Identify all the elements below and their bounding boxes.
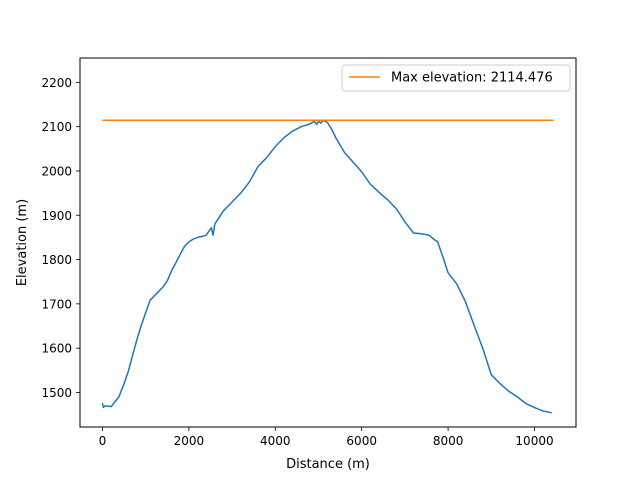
- y-tick-label: 1900: [41, 209, 72, 223]
- elevation-profile-line: [101, 119, 552, 414]
- y-tick-label: 2200: [41, 76, 72, 90]
- y-tick-label: 1800: [41, 253, 72, 267]
- y-tick-label: 1700: [41, 297, 72, 311]
- x-tick-label: 2000: [174, 434, 205, 448]
- plot-frame: [79, 57, 577, 428]
- y-tick-label: 1500: [41, 386, 72, 400]
- x-tick-label: 4000: [260, 434, 291, 448]
- y-tick-label: 2100: [41, 120, 72, 134]
- x-tick-label: 10000: [515, 434, 553, 448]
- axis-layer: 0 2000 4000 6000 8000 10000 1500 1600 1700 1800 19…: [41, 76, 553, 448]
- y-tick-label: 1600: [41, 342, 72, 356]
- x-tick-label: 6000: [346, 434, 377, 448]
- x-tick-label: 0: [99, 434, 107, 448]
- x-tick-label: 8000: [433, 434, 464, 448]
- y-axis-label: Elevation (m): [15, 199, 30, 286]
- y-tick-label: 2000: [41, 164, 72, 178]
- legend: Max elevation: 2114.476: [341, 64, 571, 92]
- legend-label: Max elevation: 2114.476: [391, 71, 553, 86]
- x-axis-label: Distance (m): [286, 457, 370, 472]
- legend-box: [341, 64, 571, 92]
- series-layer: [101, 119, 554, 414]
